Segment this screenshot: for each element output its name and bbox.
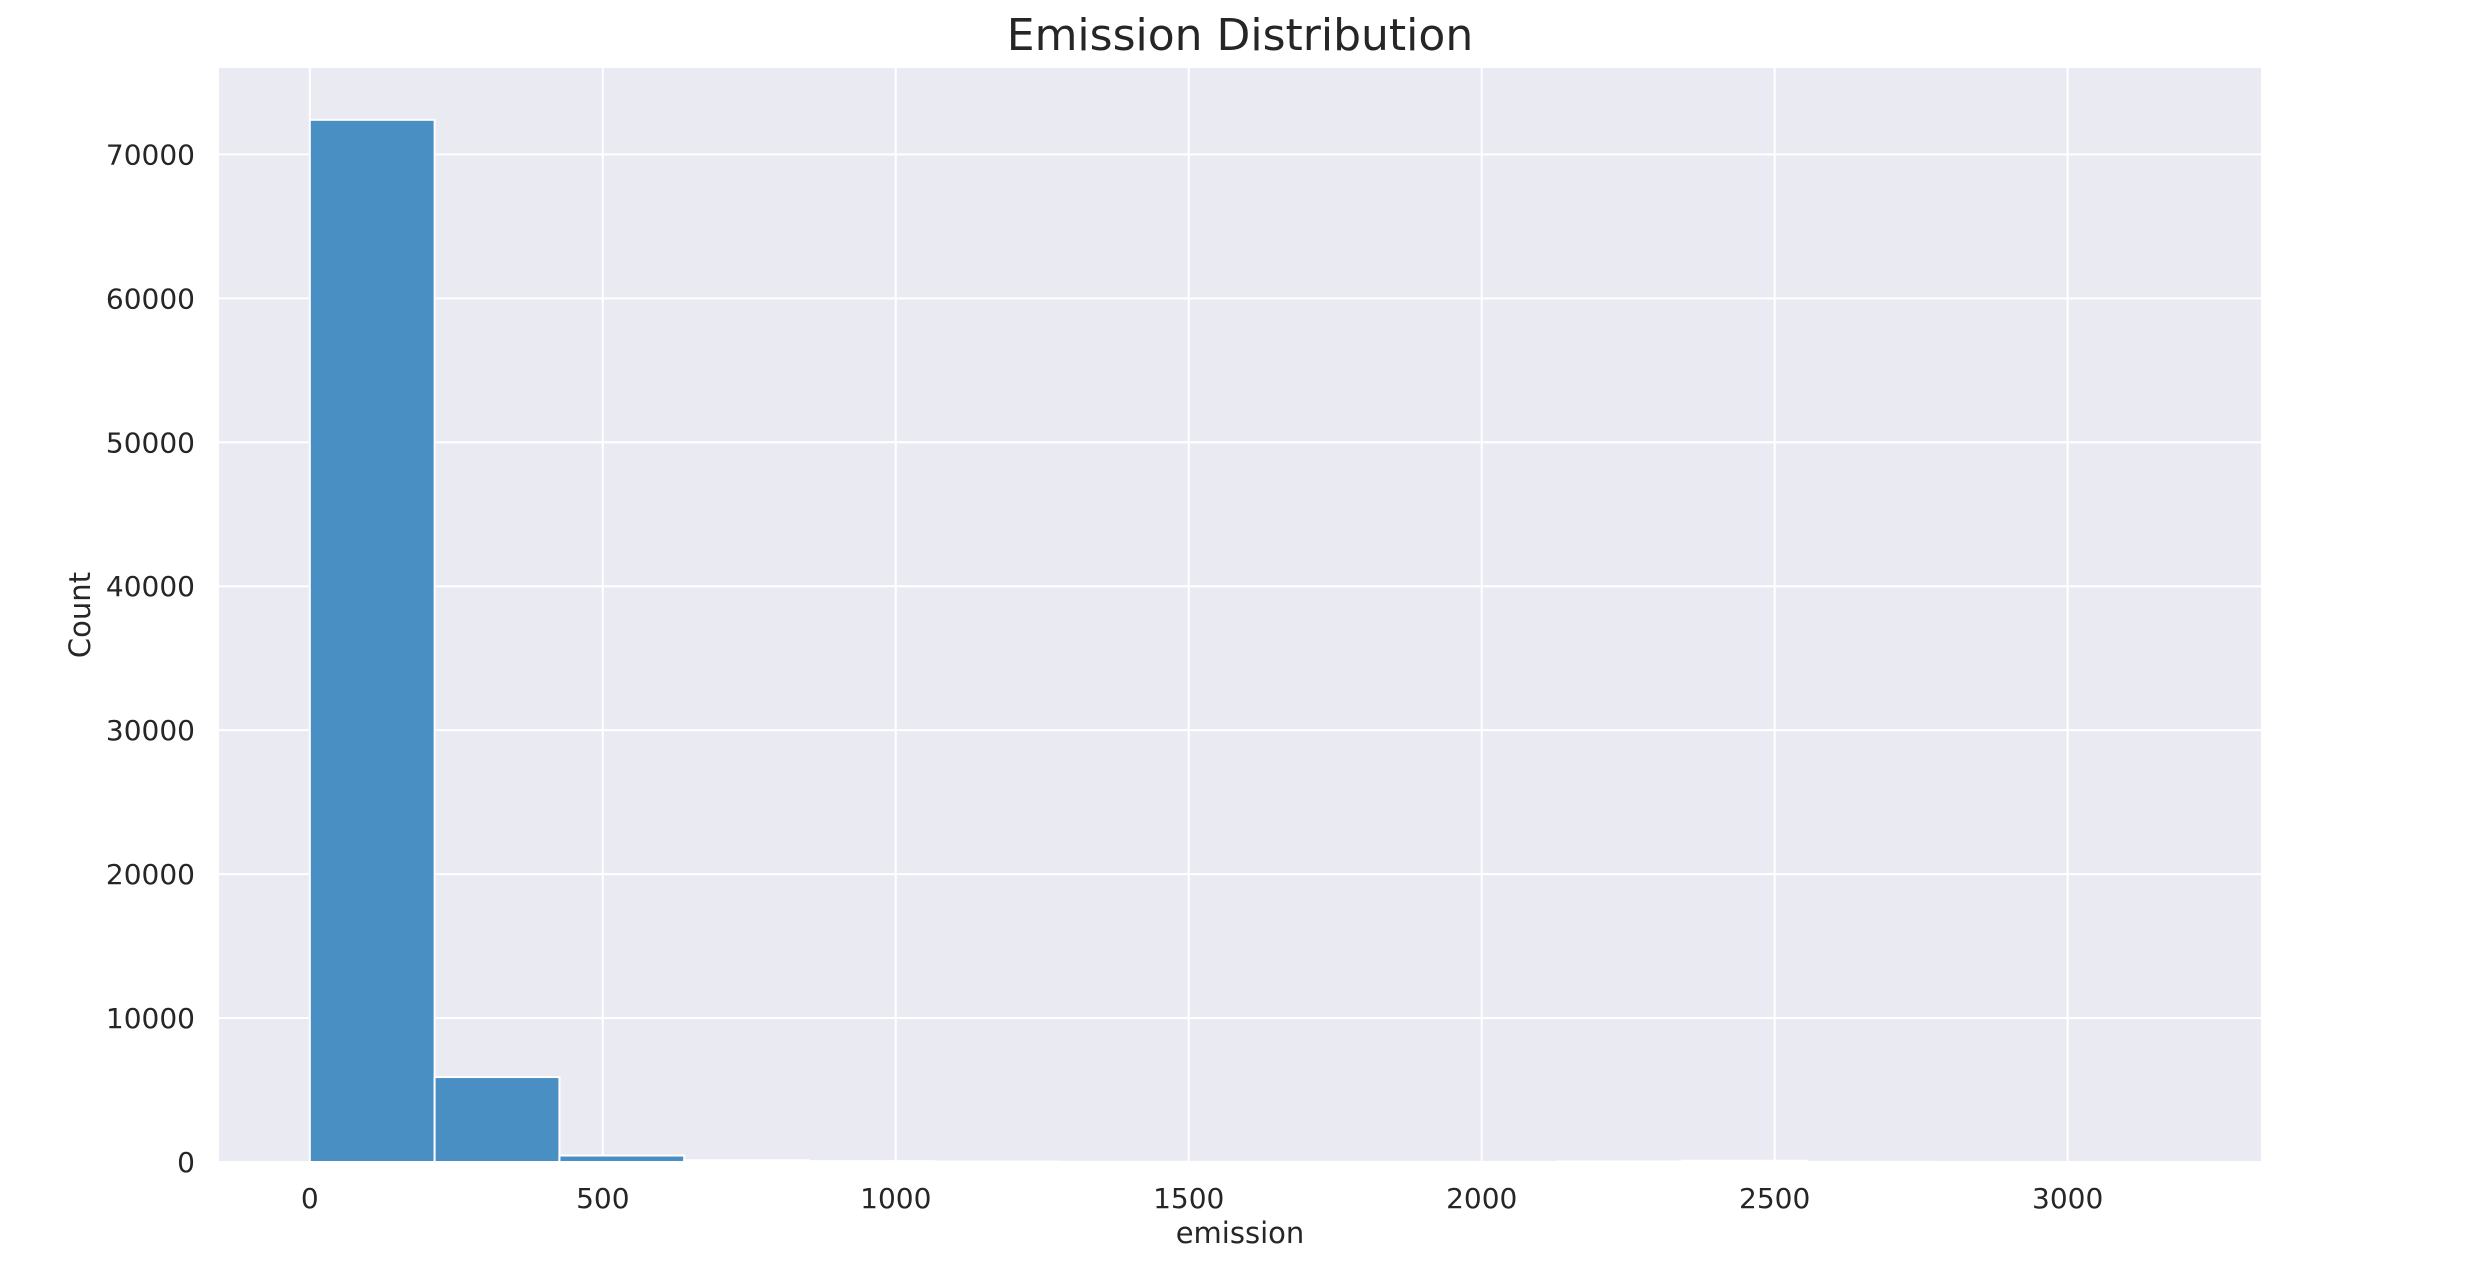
x-tick-label: 500 bbox=[576, 1182, 629, 1215]
plot-area bbox=[219, 68, 2261, 1162]
histogram-bar bbox=[1556, 1160, 1684, 1163]
histogram-bar bbox=[808, 1160, 935, 1164]
x-tick-label: 1000 bbox=[860, 1182, 931, 1215]
grid-lines bbox=[219, 68, 2261, 1163]
y-tick-label: 60000 bbox=[106, 282, 195, 315]
x-tick-label: 3000 bbox=[2032, 1182, 2103, 1215]
histogram-bar bbox=[308, 118, 436, 1164]
y-tick-label: 70000 bbox=[106, 138, 195, 171]
histogram-bars bbox=[308, 118, 2183, 1164]
x-axis-ticks: 0 500 1000 1500 2000 2500 3000 bbox=[301, 1182, 2103, 1215]
x-tick-label: 0 bbox=[301, 1182, 319, 1215]
y-tick-label: 10000 bbox=[106, 1002, 195, 1035]
y-tick-label: 40000 bbox=[106, 570, 195, 603]
y-tick-label: 50000 bbox=[106, 426, 195, 459]
y-tick-label: 20000 bbox=[106, 858, 195, 891]
x-axis-label: emission bbox=[1176, 1216, 1305, 1250]
y-axis-ticks: 0 10000 20000 30000 40000 50000 60000 70000 bbox=[106, 138, 195, 1179]
y-tick-label: 0 bbox=[177, 1146, 195, 1179]
y-tick-label: 30000 bbox=[106, 714, 195, 747]
chart-title: Emission Distribution bbox=[1007, 10, 1473, 61]
histogram-bar bbox=[683, 1159, 811, 1163]
y-axis-label: Count bbox=[63, 572, 97, 658]
x-tick-label: 2000 bbox=[1446, 1182, 1517, 1215]
histogram-bar bbox=[433, 1076, 561, 1163]
histogram-bar bbox=[558, 1154, 686, 1163]
x-tick-label: 2500 bbox=[1739, 1182, 1810, 1215]
histogram-bar bbox=[1681, 1159, 1809, 1163]
x-tick-label: 1500 bbox=[1153, 1182, 1224, 1215]
